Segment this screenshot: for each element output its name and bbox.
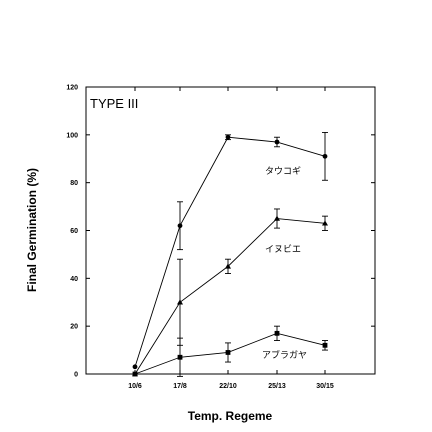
data-point — [322, 342, 328, 348]
x-tick-label: 25/13 — [268, 383, 286, 390]
plot-border — [85, 86, 376, 375]
data-point — [132, 364, 138, 370]
y-tick-label: 100 — [66, 132, 78, 139]
y-axis-ticks: 0 20 40 60 80 100 120 — [66, 85, 375, 379]
y-tick-label: 40 — [70, 276, 78, 283]
x-axis-ticks: 10/6 17/8 22/10 25/13 30/15 — [128, 87, 334, 390]
data-point — [322, 220, 328, 226]
y-tick-label: 120 — [66, 85, 78, 92]
data-point — [322, 153, 328, 159]
x-tick-label: 22/10 — [219, 383, 237, 390]
panel-label: TYPE III — [90, 96, 138, 111]
data-point — [225, 263, 231, 269]
x-tick-label: 17/8 — [173, 383, 187, 390]
y-tick-label: 60 — [70, 228, 78, 235]
data-point — [274, 330, 280, 336]
series-label-1: タウコギ — [265, 166, 301, 177]
y-tick-label: 0 — [74, 372, 78, 379]
x-tick-label: 10/6 — [128, 383, 142, 390]
series-label-2: イヌビエ — [265, 244, 301, 255]
x-tick-label: 30/15 — [316, 383, 334, 390]
plot-frame — [85, 86, 376, 375]
series-3 — [132, 325, 328, 377]
data-point — [177, 354, 183, 360]
x-axis-title: Temp. Regeme — [188, 409, 273, 423]
y-axis-title: Final Germination (%) — [25, 168, 39, 292]
data-point — [177, 299, 183, 305]
series-layer — [132, 131, 328, 377]
data-point — [274, 139, 280, 145]
data-point — [274, 215, 280, 221]
series-1 — [132, 131, 328, 370]
data-point — [225, 134, 231, 140]
series-label-3: アブラガヤ — [262, 349, 307, 361]
data-point — [177, 223, 183, 229]
y-tick-label: 20 — [70, 324, 78, 331]
y-tick-label: 80 — [70, 180, 78, 187]
data-point — [132, 371, 138, 377]
data-point — [225, 350, 231, 355]
